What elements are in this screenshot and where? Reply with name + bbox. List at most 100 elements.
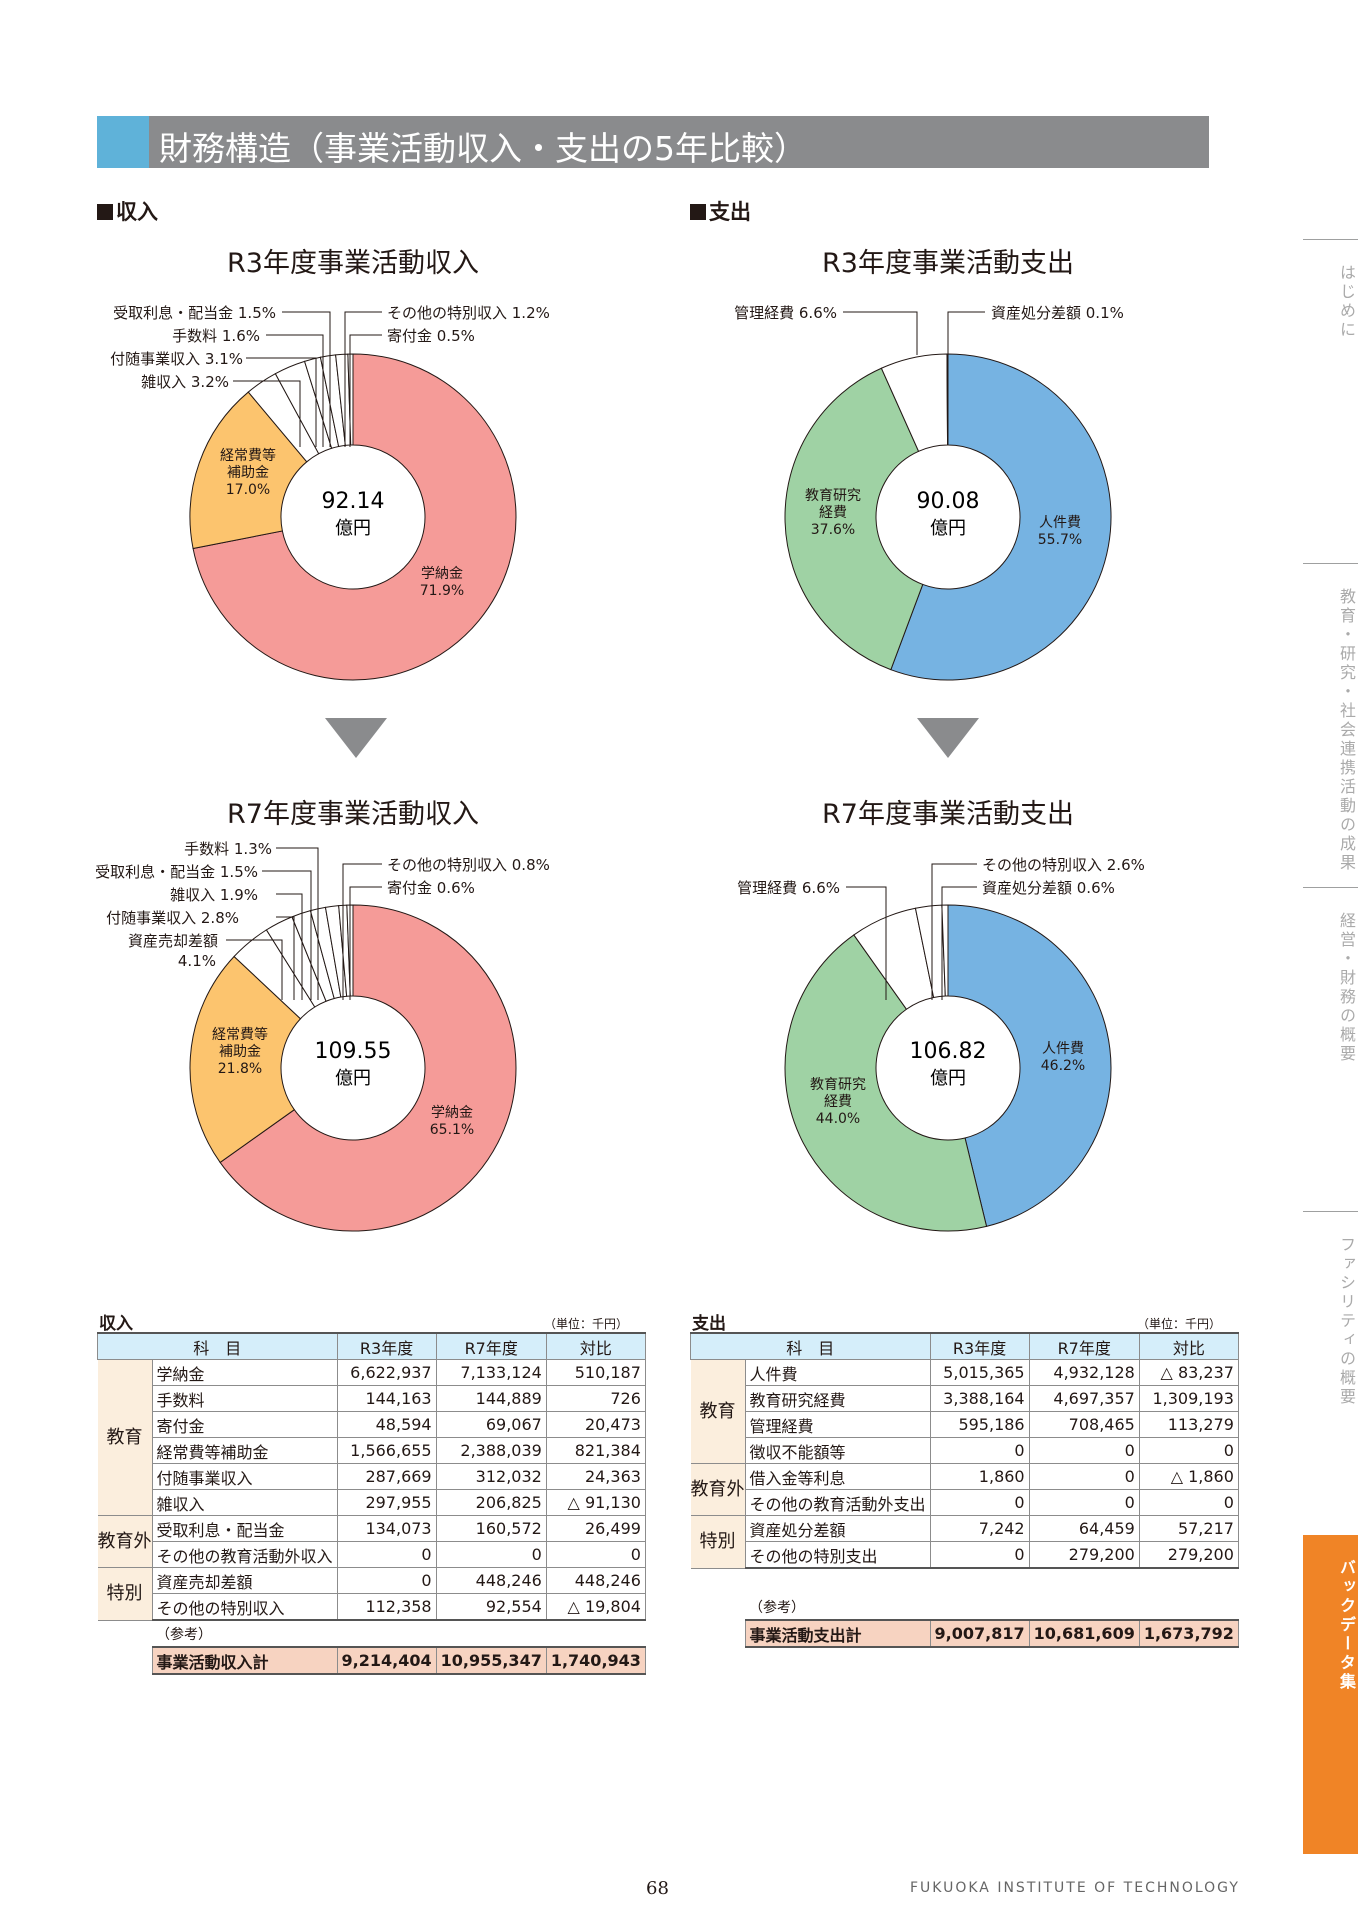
cell-diff: △ 83,237 (1138, 1359, 1239, 1386)
cell-r7: 0 (435, 1541, 547, 1568)
callout-label: 手数料 1.3% (184, 840, 272, 858)
group-label: 教育 (97, 1359, 153, 1516)
cell-r3: 0 (929, 1541, 1030, 1569)
column-header: 科 目 (97, 1332, 338, 1360)
page-title: 財務構造（事業活動収入・支出の5年比較） (159, 129, 807, 168)
pie-slice-0-1 (189, 391, 308, 550)
pie-slice-1-3 (946, 353, 949, 446)
pie-slice-3-1 (784, 934, 988, 1232)
row-label: 教育研究経費 (744, 1385, 931, 1412)
cell-r7: 64,459 (1028, 1515, 1140, 1542)
chart-title-r3-income: R3年度事業活動収入 (227, 248, 479, 279)
callout-label: 資産売却差額 (128, 932, 218, 950)
cell-r3: 5,015,365 (929, 1359, 1030, 1386)
note-label: （参考） (156, 1626, 212, 1643)
cell-diff: 20,473 (545, 1411, 646, 1438)
inner-label: 経費 (819, 505, 847, 521)
column-header: R3年度 (336, 1332, 437, 1360)
cell-diff: 726 (545, 1385, 646, 1412)
center-value-r7-expense: 106.82 (910, 1039, 987, 1064)
column-header: 対比 (1138, 1332, 1239, 1360)
total-row: 事業活動収入計 9,214,404 10,955,347 1,740,943 (97, 1646, 646, 1675)
down-arrow-icon (917, 718, 979, 758)
cell-r7: 7,133,124 (435, 1359, 547, 1386)
cell-r7: 160,572 (435, 1515, 547, 1542)
footer-institution: FUKUOKA INSTITUTE OF TECHNOLOGY (910, 1880, 1240, 1896)
cell-diff: 279,200 (1138, 1541, 1239, 1569)
table-row: その他の特別収入 112,358 92,554 △ 19,804 (98, 1593, 646, 1621)
table-row: 教育 人件費 5,015,365 4,932,128 △ 83,237 (690, 1359, 1239, 1464)
callout-label: 寄付金 0.6% (387, 879, 475, 897)
table-row: 教育外 借入金等利息 1,860 0 △ 1,860 (690, 1463, 1239, 1516)
expense-section-label: 支出 (709, 200, 751, 224)
inner-label: 71.9% (420, 583, 464, 599)
expense-section-heading: 支出 (690, 196, 751, 226)
center-value-r3-income: 92.14 (322, 489, 385, 514)
cell-r7: 312,032 (435, 1463, 547, 1490)
column-header: 対比 (545, 1332, 646, 1360)
row-label: その他の特別支出 (744, 1541, 931, 1569)
cell-r3: 144,163 (336, 1385, 437, 1412)
cell-r7: 10,681,609 (1028, 1619, 1140, 1648)
cell-r7: 0 (1028, 1437, 1140, 1464)
cell-r3: 3,388,164 (929, 1385, 1030, 1412)
total-row: 事業活動支出計 9,007,817 10,681,609 1,673,792 (690, 1619, 1239, 1648)
row-label: その他の特別収入 (151, 1593, 338, 1621)
row-label: 受取利息・配当金 (151, 1515, 338, 1542)
group-label: 特別 (97, 1567, 153, 1621)
callout-label: 資産処分差額 0.6% (982, 879, 1115, 897)
cell-r3: 9,007,817 (929, 1619, 1030, 1648)
pie-slice-1-1 (784, 367, 924, 671)
callout-label: 手数料 1.6% (172, 327, 260, 345)
square-icon (97, 204, 113, 220)
table-row: 特別 資産売却差額 0 448,246 448,246 (97, 1567, 646, 1621)
side-tab-intro[interactable]: はじめに (1303, 239, 1358, 560)
table-header-row: 科 目 R3年度 R7年度 対比 (690, 1332, 1239, 1360)
row-label: 資産売却差額 (151, 1567, 338, 1594)
table-row: 付随事業収入 287,669 312,032 24,363 (98, 1463, 646, 1490)
center-unit-r7-expense: 億円 (930, 1068, 966, 1089)
group-label: 教育 (690, 1359, 746, 1464)
cell-r3: 112,358 (336, 1593, 437, 1621)
down-arrow-icon (325, 718, 387, 758)
row-label: 管理経費 (744, 1411, 931, 1438)
callout-label: 受取利息・配当金 1.5% (113, 304, 276, 322)
side-tab-finance[interactable]: 経営・財務の概要 (1303, 887, 1358, 1208)
income-table-unit: （単位：千円） (544, 1317, 629, 1331)
table-row: その他の教育活動外支出 0 0 0 (691, 1489, 1239, 1516)
row-label: 学納金 (151, 1359, 338, 1386)
inner-label: 55.7% (1038, 532, 1082, 548)
side-tab-facility[interactable]: ファシリティの概要 (1303, 1211, 1358, 1532)
center-unit-r3-expense: 億円 (930, 518, 966, 539)
cell-r3: 0 (929, 1489, 1030, 1516)
pie-slice-3-0 (947, 904, 1112, 1227)
cell-r7: 69,067 (435, 1411, 547, 1438)
cell-r7: 0 (1028, 1489, 1140, 1516)
pie-r7-expense (784, 904, 1112, 1232)
side-tab-results[interactable]: 教育・研究・社会連携活動の成果 (1303, 563, 1358, 884)
column-header: 科 目 (690, 1332, 931, 1360)
table-row: 管理経費 595,186 708,465 113,279 (691, 1411, 1239, 1438)
row-label: 事業活動支出計 (744, 1619, 931, 1648)
table-row: その他の教育活動外収入 0 0 0 (98, 1541, 646, 1568)
side-tab-backdata[interactable]: バックデータ集 (1303, 1535, 1358, 1854)
cell-r3: 1,860 (929, 1463, 1030, 1490)
group-label: 特別 (690, 1515, 746, 1569)
spacer-row (690, 1568, 1239, 1594)
row-label: その他の教育活動外収入 (151, 1541, 338, 1568)
cell-r3: 297,955 (336, 1489, 437, 1516)
pie-slice-2-1 (189, 955, 302, 1164)
pie-slice-1-0 (890, 353, 1112, 681)
page-number: 68 (646, 1878, 669, 1899)
inner-label: 46.2% (1041, 1058, 1085, 1074)
row-label: 経常費等補助金 (151, 1437, 338, 1464)
column-header: R7年度 (435, 1332, 547, 1360)
chart-title-r7-income: R7年度事業活動収入 (227, 799, 479, 830)
callout-label: 雑収入 3.2% (141, 373, 229, 391)
column-header: R7年度 (1028, 1332, 1140, 1360)
table-row: 徴収不能額等 0 0 0 (691, 1437, 1239, 1464)
note-row: （参考） (97, 1620, 646, 1647)
pie-r3-income (189, 353, 517, 681)
page-title-bar: 財務構造（事業活動収入・支出の5年比較） (97, 116, 1209, 168)
cell-diff: 24,363 (545, 1463, 646, 1490)
